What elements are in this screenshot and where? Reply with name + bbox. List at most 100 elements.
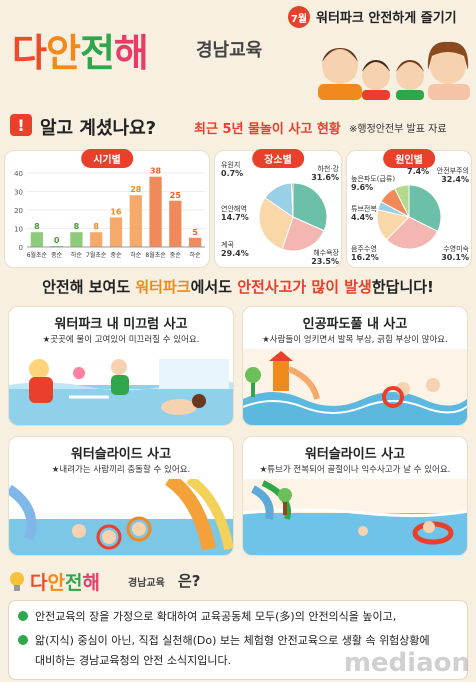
x-tick-label: 8월초순	[145, 251, 166, 259]
logo-char: 다	[12, 31, 47, 75]
mission-box: 안전교육의 장을 가정으로 확대하여 교육공동체 모두(多)의 안전의식을 높이…	[8, 600, 468, 680]
x-tick-label: 하순	[71, 251, 83, 259]
card-description: ★곳곳에 물이 고여있어 미끄러질 수 있어요.	[42, 335, 200, 345]
mission-text: 대비하는 경남교육청의 안전 소식지입니다.	[35, 654, 232, 667]
data-label: 38	[150, 167, 162, 176]
header: 7월 워터파크 안전하게 즐기기 다안전해 경남교육	[0, 0, 476, 100]
chart-title: 장소별	[252, 149, 304, 168]
logo-char: 안	[45, 31, 81, 75]
bar	[169, 200, 182, 247]
info-bar: ! 알고 계셨나요? 최근 5년 물놀이 사고 현황 ※행정안전부 발표 자료	[4, 108, 472, 144]
card-description: ★튜브가 전복되어 골절이나 익수사고가 날 수 있어요.	[259, 465, 451, 475]
card-description: ★사람들이 엉키면서 발목 부상, 긁힘 부상이 많아요.	[262, 335, 448, 345]
accident-card: 워터파크 내 미끄럼 사고 ★곳곳에 물이 고여있어 미끄러질 수 있어요.	[8, 306, 234, 426]
pie-slice	[393, 184, 410, 218]
y-tick-label: 10	[14, 226, 23, 234]
bar	[149, 176, 162, 247]
month-badge: 7월	[288, 6, 310, 28]
card-title: 워터슬라이드 사고	[70, 447, 172, 462]
logo-char: 안	[47, 572, 65, 594]
family-illustration	[318, 41, 470, 100]
tube-capsize-illustration	[243, 479, 467, 555]
slice-label: 계곡	[221, 240, 234, 249]
headline-part: 에서도	[190, 278, 238, 296]
pie-slice	[385, 216, 439, 250]
x-tick-label: 중순	[51, 252, 63, 259]
bar	[109, 217, 123, 247]
headline-part: 한답니다!	[371, 278, 434, 296]
card-title: 워터슬라이드 사고	[304, 447, 406, 462]
logo-char: 전	[64, 572, 83, 594]
bar	[70, 232, 83, 247]
bar	[90, 232, 103, 247]
lightbulb-icon	[10, 572, 24, 591]
data-label: 8	[34, 222, 40, 231]
about-section: 다안전해 경남교육 은? 안전교육의 장을 가정으로 확대하여 교육공동체 모두…	[0, 566, 476, 682]
x-tick-label: 7월초순	[86, 251, 107, 259]
pie-slice	[292, 182, 328, 232]
data-label: 25	[170, 191, 182, 200]
logo-char: 해	[82, 572, 100, 594]
data-label: 0	[54, 236, 60, 245]
data-label: 8	[74, 222, 80, 231]
slice-value-label: 0.7%	[221, 169, 243, 178]
headline-part: 안전해 보여도	[42, 278, 136, 296]
card-title: 워터파크 내 미끄럼 사고	[54, 317, 188, 332]
slide-collision-illustration	[9, 479, 233, 555]
leaf-icon	[18, 611, 28, 621]
slice-value-label: 16.2%	[351, 253, 379, 262]
slip-accident-illustration	[9, 359, 233, 425]
logo-char: 전	[79, 31, 115, 75]
card-description: ★내려가는 사람끼리 충돌할 수 있어요.	[51, 465, 191, 475]
slice-label: 높은파도(급류)	[351, 174, 395, 183]
pie-slice	[258, 197, 294, 250]
bar	[30, 232, 44, 247]
pie-slice	[408, 184, 442, 232]
pie-slice	[290, 182, 294, 218]
stats-title: 최근 5년 물놀이 사고 현황	[194, 122, 341, 137]
data-label: 28	[130, 185, 142, 194]
x-tick-label: 중순	[170, 252, 182, 259]
data-label: 16	[110, 207, 122, 216]
slice-value-label: 14.7%	[221, 213, 249, 222]
data-label: 8	[93, 222, 99, 231]
slice-label: 튜브전복	[351, 204, 377, 213]
slice-value-label: 31.6%	[311, 173, 339, 182]
card-title: 인공파도풀 내 사고	[302, 317, 408, 332]
slice-label: 하천·강	[317, 164, 339, 173]
accident-card: 워터슬라이드 사고 ★튜브가 전복되어 골절이나 익수사고가 날 수 있어요.	[242, 436, 468, 556]
leaf-icon	[18, 635, 28, 645]
brand-logo: 다안전해	[12, 22, 149, 77]
data-label: 5	[192, 228, 198, 237]
x-tick-label: 6월초순	[27, 251, 48, 259]
slice-label: 안전부주의	[437, 166, 469, 175]
slice-value-label: 32.4%	[441, 175, 469, 184]
source-note: ※행정안전부 발표 자료	[349, 124, 447, 135]
y-tick-label: 40	[14, 170, 23, 178]
x-tick-label: 하순	[190, 251, 202, 259]
mission-text: 안전교육의 장을 가정으로 확대하여 교육공동체 모두(多)의 안전의식을 높이…	[35, 610, 397, 623]
logo-char: 해	[113, 31, 149, 75]
slice-value-label: 29.4%	[221, 249, 249, 258]
cause-chart-panel: 원인별 안전부주의 32.4% 수영미숙 30.1% 음주수영 16.2% 튜브전복 4.4%…	[346, 149, 472, 268]
y-tick-label: 20	[14, 207, 23, 215]
question-suffix: 은?	[178, 572, 201, 590]
pie-slice	[281, 216, 325, 252]
y-tick-label: 0	[19, 244, 23, 252]
period-bar-chart: 0 10 20 30 40 8 6월초순 0 중순 8 하순 8 7월초순 16 중순 28 하순 38 8월초순 2…	[14, 167, 205, 259]
slice-value-label: 9.6%	[351, 183, 373, 192]
exclamation-icon: !	[10, 114, 32, 136]
brand-logo-small: 다안전해	[30, 568, 100, 595]
chart-title: 원인별	[383, 149, 435, 168]
slice-value-label: 4.4%	[351, 213, 373, 222]
slice-value-label: 7.4%	[407, 167, 429, 176]
logo-char: 다	[30, 572, 48, 594]
x-tick-label: 하순	[130, 251, 142, 259]
accident-card: 인공파도풀 내 사고 ★사람들이 엉키면서 발목 부상, 긁힘 부상이 많아요.	[242, 306, 468, 426]
slice-value-label: 23.5%	[311, 257, 339, 266]
headline-highlight: 워터파크	[135, 278, 191, 296]
chart-title: 시기별	[81, 149, 133, 168]
org-name: 경남교육	[196, 40, 263, 61]
